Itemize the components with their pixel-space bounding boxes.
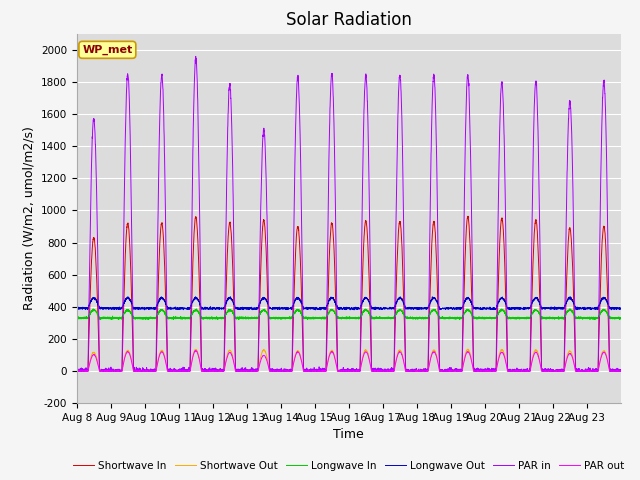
Longwave Out <box>369 306 377 312</box>
Longwave Out <box>350 307 358 313</box>
PAR in <box>192 53 200 59</box>
Longwave Out <box>566 294 574 300</box>
Y-axis label: Radiation (W/m2, umol/m2/s): Radiation (W/m2, umol/m2/s) <box>22 126 35 311</box>
Shortwave Out <box>186 368 193 374</box>
Longwave Out <box>525 306 532 312</box>
Line: Shortwave In: Shortwave In <box>77 216 621 371</box>
Shortwave Out <box>525 368 532 374</box>
Shortwave In <box>398 248 406 253</box>
Longwave In <box>539 315 547 321</box>
PAR out <box>73 368 81 374</box>
Title: Solar Radiation: Solar Radiation <box>286 11 412 29</box>
Legend: Shortwave In, Shortwave Out, Longwave In, Longwave Out, PAR in, PAR out: Shortwave In, Shortwave Out, Longwave In… <box>69 456 628 475</box>
Longwave In <box>525 315 532 321</box>
Line: PAR in: PAR in <box>77 56 621 371</box>
PAR out <box>398 352 406 358</box>
Shortwave Out <box>617 368 625 373</box>
Text: WP_met: WP_met <box>82 45 132 55</box>
PAR in <box>539 368 547 373</box>
PAR out <box>617 368 625 374</box>
PAR out <box>498 349 506 355</box>
Longwave Out <box>398 297 406 303</box>
PAR in <box>186 367 193 373</box>
Longwave In <box>398 307 406 313</box>
PAR out <box>539 368 547 374</box>
Shortwave In <box>186 368 193 374</box>
Shortwave In <box>369 368 377 373</box>
Shortwave Out <box>539 368 547 374</box>
Longwave In <box>456 317 463 323</box>
Shortwave In <box>464 214 472 219</box>
PAR in <box>73 368 81 373</box>
Shortwave Out <box>73 368 81 374</box>
Longwave In <box>186 314 193 320</box>
Line: Shortwave Out: Shortwave Out <box>77 349 621 371</box>
PAR out <box>525 368 532 374</box>
Shortwave Out <box>464 346 472 352</box>
PAR in <box>525 367 532 373</box>
Shortwave In <box>539 368 547 374</box>
Shortwave In <box>73 368 81 374</box>
Shortwave In <box>525 368 532 374</box>
Shortwave Out <box>499 347 506 352</box>
Longwave In <box>369 314 377 320</box>
Shortwave Out <box>369 368 377 374</box>
Longwave Out <box>539 306 547 312</box>
Line: Longwave In: Longwave In <box>77 309 621 320</box>
Shortwave In <box>73 368 81 374</box>
Longwave Out <box>617 306 625 312</box>
Shortwave Out <box>398 351 406 357</box>
PAR out <box>186 368 193 374</box>
Longwave Out <box>73 305 81 311</box>
PAR in <box>73 368 81 374</box>
Longwave In <box>617 315 625 321</box>
Longwave In <box>566 306 573 312</box>
PAR out <box>192 348 200 354</box>
Longwave In <box>73 315 81 321</box>
PAR in <box>499 81 506 86</box>
Shortwave In <box>499 215 506 221</box>
Shortwave In <box>617 368 625 374</box>
X-axis label: Time: Time <box>333 429 364 442</box>
PAR out <box>369 368 377 374</box>
PAR in <box>369 365 377 371</box>
Longwave In <box>498 307 506 313</box>
Longwave Out <box>498 294 506 300</box>
Shortwave Out <box>73 368 81 374</box>
Line: PAR out: PAR out <box>77 351 621 371</box>
PAR in <box>617 368 625 373</box>
Line: Longwave Out: Longwave Out <box>77 297 621 310</box>
Longwave Out <box>186 305 193 311</box>
PAR in <box>398 135 406 141</box>
